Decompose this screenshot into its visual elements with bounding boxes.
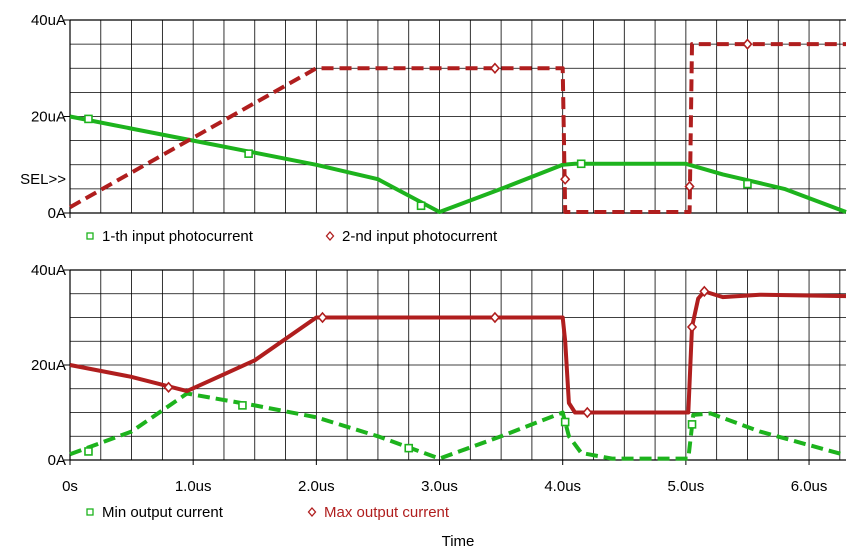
y-tick-label: 0A: [48, 452, 66, 469]
series-marker: [405, 445, 412, 452]
legend-marker: [327, 232, 334, 240]
legend-label: Max output current: [324, 504, 450, 521]
series-marker: [583, 408, 591, 417]
x-tick-label: 6.0us: [791, 478, 828, 495]
series-0: [70, 394, 846, 459]
series-marker: [689, 421, 696, 428]
series-1: [70, 287, 846, 417]
series-marker: [418, 202, 425, 209]
y-tick-label: 40uA: [31, 12, 66, 29]
x-tick-label: 1.0us: [175, 478, 212, 495]
x-axis-label: Time: [442, 533, 475, 549]
y-tick-label: 20uA: [31, 357, 66, 374]
series-marker: [578, 160, 585, 167]
y-tick-label: 20uA: [31, 109, 66, 126]
y-tick-label: 0A: [48, 205, 66, 222]
series-0: [70, 115, 846, 212]
series-marker: [744, 181, 751, 188]
series-marker: [491, 313, 499, 322]
legend-entry: 2-nd input photocurrent: [327, 228, 498, 245]
x-tick-label: 4.0us: [544, 478, 581, 495]
legend-entry: 1-th input photocurrent: [87, 228, 254, 245]
x-tick-label: 0s: [62, 478, 78, 495]
series-marker: [491, 64, 499, 73]
series-marker: [85, 115, 92, 122]
series-marker: [245, 150, 252, 157]
series-marker: [85, 448, 92, 455]
grid: [70, 20, 846, 213]
series-line: [70, 44, 846, 212]
x-tick-label: 2.0us: [298, 478, 335, 495]
x-tick-label: 5.0us: [668, 478, 705, 495]
legend-label: 2-nd input photocurrent: [342, 228, 498, 245]
series-marker: [239, 402, 246, 409]
legend-marker: [87, 509, 93, 515]
series-1: [70, 40, 846, 212]
bottom-plot: 0A 20uA 40uA 0s 1.0us 2.0us 3.0us 4.0us 5.0us 6.0…: [31, 262, 846, 549]
series-marker: [743, 40, 751, 49]
x-tick-label: 3.0us: [421, 478, 458, 495]
legend-marker: [87, 233, 93, 239]
legend-label: 1-th input photocurrent: [102, 228, 254, 245]
series-marker: [688, 323, 696, 332]
legend-entry: Min output current: [87, 504, 224, 521]
legend-label: Min output current: [102, 504, 224, 521]
series-marker: [686, 182, 694, 191]
series-marker: [562, 419, 569, 426]
axis-note: SEL>>: [20, 171, 66, 188]
series-marker: [319, 313, 327, 322]
y-tick-label: 40uA: [31, 262, 66, 279]
legend-marker: [309, 508, 316, 516]
top-plot: 0A 20uA 40uA SEL>> 1-th input photocurrent 2-…: [20, 12, 846, 245]
legend-entry: Max output current: [309, 504, 450, 521]
series-line: [70, 394, 846, 459]
series-line: [70, 117, 846, 213]
